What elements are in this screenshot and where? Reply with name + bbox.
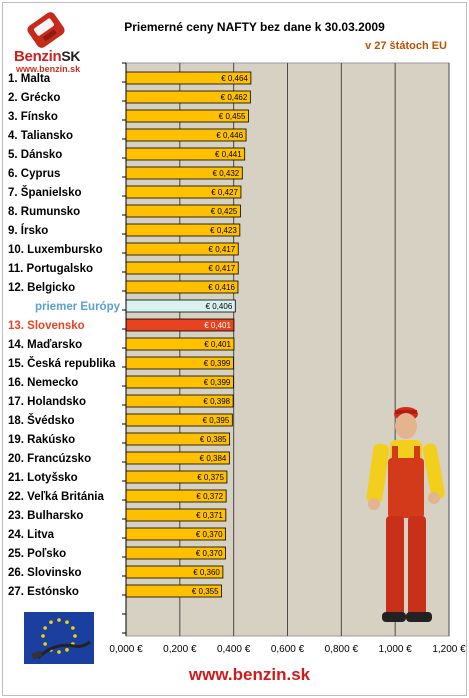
category-label: 27. Estónsko [8, 586, 79, 598]
data-label: € 0,406 [206, 302, 233, 311]
data-label: € 0,423 [210, 226, 237, 235]
category-label: 11. Portugalsko [8, 263, 93, 275]
category-label: 25. Poľsko [8, 548, 66, 560]
category-label: 3. Fínsko [8, 111, 58, 123]
data-label: € 0,432 [213, 169, 240, 178]
data-label: € 0,360 [193, 568, 220, 577]
category-label: 4. Taliansko [8, 130, 73, 142]
chart-subtitle: v 27 štátoch EU [365, 40, 447, 52]
data-label: € 0,399 [204, 378, 231, 387]
mechanic-figure-icon [366, 407, 445, 622]
category-label: 22. Veľká Británia [8, 491, 104, 503]
data-label: € 0,441 [215, 150, 242, 159]
data-labels: € 0,464 € 0,462 € 0,455 € 0,446 € 0,441 € 0,4… [192, 74, 249, 596]
category-label: 21. Lotyšsko [8, 472, 78, 484]
x-tick-label: 0,600 € [271, 644, 305, 655]
category-label: 17. Holandsko [8, 396, 86, 408]
category-label: 18. Švédsko [8, 414, 74, 427]
category-label: priemer Európy [35, 301, 121, 313]
data-label: € 0,417 [209, 264, 236, 273]
eu-star [65, 648, 69, 652]
data-label: € 0,417 [209, 245, 236, 254]
category-label: 8. Rumunsko [8, 206, 80, 218]
data-label: € 0,370 [196, 549, 223, 558]
category-label: 9. Írsko [8, 224, 48, 237]
data-label: € 0,462 [221, 93, 248, 102]
category-label: 15. Česká republika [8, 357, 116, 370]
x-axis-ticks: 0,000 € 0,200 € 0,400 € 0,600 € 0,800 € 1,000… [109, 644, 466, 655]
eu-star [43, 642, 47, 646]
x-tick-label: 0,800 € [325, 644, 359, 655]
x-tick-label: 0,200 € [163, 644, 197, 655]
category-label: 14. Maďarsko [8, 339, 82, 351]
category-label: 13. Slovensko [8, 320, 85, 332]
data-label: € 0,425 [211, 207, 238, 216]
x-tick-label: 1,000 € [378, 644, 412, 655]
eu-star [49, 620, 53, 624]
data-label: € 0,371 [196, 511, 223, 520]
data-label: € 0,416 [208, 283, 235, 292]
category-label: 6. Cyprus [8, 168, 60, 180]
category-label: 26. Slovinsko [8, 567, 82, 579]
logo-url: www.benzin.sk [16, 64, 81, 74]
data-label: € 0,355 [192, 587, 219, 596]
category-labels: 1. Malta 2. Grécko 3. Fínsko 4. Taliansko 5.… [8, 73, 121, 598]
category-label: 20. Francúzsko [8, 453, 91, 465]
category-label: 24. Litva [8, 529, 55, 541]
bars [125, 71, 252, 598]
eu-star [71, 626, 75, 630]
data-label: € 0,384 [200, 454, 227, 463]
data-label: € 0,375 [197, 473, 224, 482]
data-label: € 0,398 [203, 397, 230, 406]
data-label: € 0,401 [204, 340, 231, 349]
data-label: € 0,446 [216, 131, 243, 140]
logo-brand: BenzinSK [14, 48, 81, 65]
data-label: € 0,385 [200, 435, 227, 444]
eu-star [43, 626, 47, 630]
data-label: € 0,395 [203, 416, 230, 425]
eu-star [57, 618, 61, 622]
category-label: 2. Grécko [8, 92, 60, 104]
category-label: 16. Nemecko [8, 377, 78, 389]
x-tick-label: 0,400 € [217, 644, 251, 655]
x-tick-label: 0,000 € [109, 644, 143, 655]
data-label: € 0,401 [204, 321, 231, 330]
data-label: € 0,455 [219, 112, 246, 121]
x-tick-label: 1,200 € [432, 644, 466, 655]
eu-flag-icon [24, 612, 94, 664]
category-label: 23. Bulharsko [8, 510, 83, 522]
category-label: 19. Rakúsko [8, 434, 75, 446]
data-label: € 0,372 [196, 492, 223, 501]
data-label: € 0,427 [211, 188, 238, 197]
data-label: € 0,464 [221, 74, 248, 83]
footer-url: www.benzin.sk [188, 665, 311, 684]
eu-star [41, 634, 45, 638]
category-label: 1. Malta [8, 73, 51, 85]
chart-title: Priemerné ceny NAFTY bez dane k 30.03.20… [124, 20, 385, 34]
eu-star [73, 634, 77, 638]
gas-pump-icon [27, 12, 65, 48]
eu-star [65, 620, 69, 624]
category-label: 12. Belgicko [8, 282, 75, 294]
eu-star [57, 650, 61, 654]
category-label: 7. Španielsko [8, 186, 82, 199]
data-label: € 0,370 [196, 530, 223, 539]
data-label: € 0,399 [204, 359, 231, 368]
category-label: 10. Luxembursko [8, 244, 103, 256]
benzin-logo: BenzinSK www.benzin.sk [6, 8, 88, 74]
category-label: 5. Dánsko [8, 149, 62, 161]
